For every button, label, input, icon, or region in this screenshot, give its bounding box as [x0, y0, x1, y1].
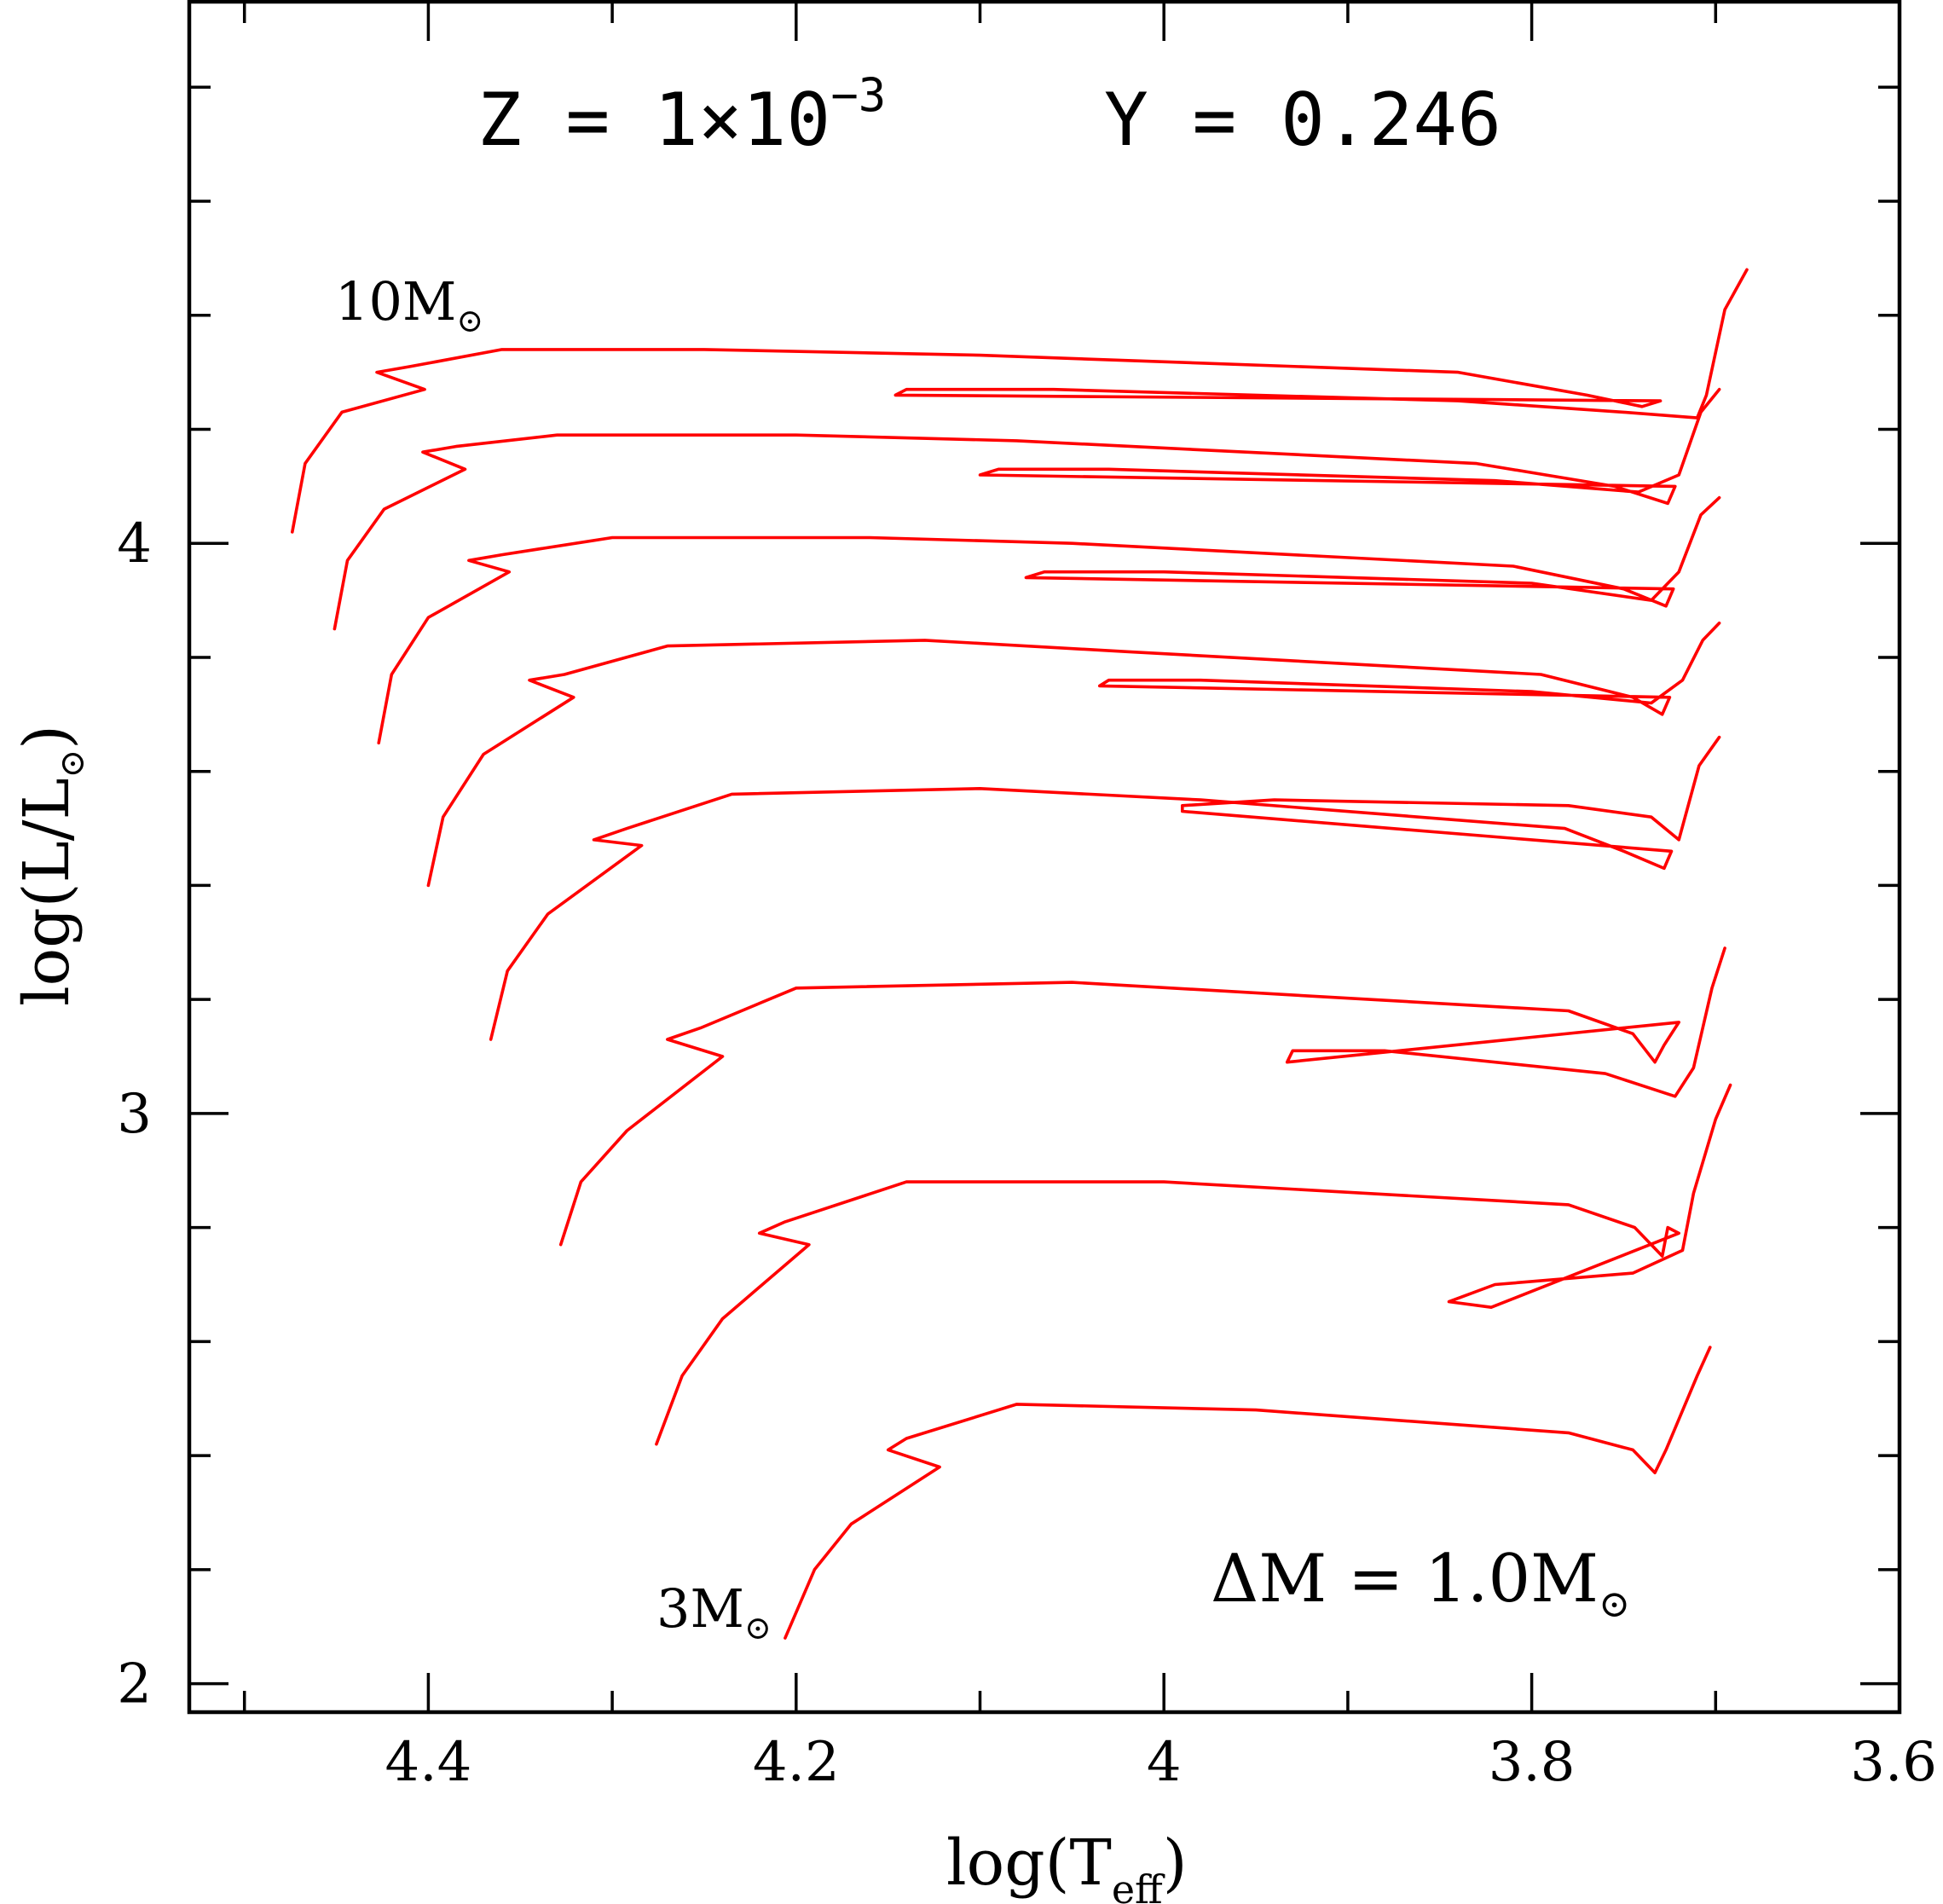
track-10-msun	[291, 268, 1749, 534]
mass-label-3: 3M⊙	[656, 1577, 772, 1646]
plot-frame	[187, 0, 1902, 1715]
x-tick-label: 3.6	[1850, 1731, 1937, 1794]
x-tick-label: 4.2	[753, 1731, 840, 1794]
title-z-prefix: Z = 1×10	[477, 78, 830, 163]
track-4-msun	[655, 1083, 1732, 1446]
mass-label-10: 10M⊙	[335, 270, 483, 339]
x-axis-label: log(Teff)	[946, 1826, 1188, 1904]
x-tick-label: 3.8	[1489, 1731, 1576, 1794]
track-9-msun	[333, 387, 1721, 631]
track-7-msun	[426, 622, 1721, 888]
x-tick-label: 4	[1147, 1731, 1182, 1794]
y-tick-label: 3	[117, 1083, 152, 1146]
delta-m-annotation: ΔM = 1.0M⊙	[1211, 1541, 1630, 1626]
y-tick-label: 4	[117, 512, 152, 576]
chart-title: Z = 1×10−3	[477, 68, 886, 163]
title-y-value: Y = 0.246	[1104, 78, 1501, 163]
y-tick-label: 2	[117, 1653, 152, 1716]
track-5-msun	[558, 946, 1726, 1247]
track-6-msun	[489, 735, 1721, 1041]
track-8-msun	[377, 495, 1721, 745]
x-tick-label: 4.4	[385, 1731, 472, 1794]
title-z-exponent: −3	[830, 68, 886, 122]
evolutionary-tracks	[291, 268, 1749, 1640]
tick-labels: 4.4 4.2 4 3.8 3.6 2 3 4	[117, 512, 1937, 1794]
track-3-msun	[784, 1346, 1712, 1640]
axis-ticks	[189, 2, 1901, 1712]
y-axis-label: log(L/L⊙)	[10, 725, 92, 1006]
